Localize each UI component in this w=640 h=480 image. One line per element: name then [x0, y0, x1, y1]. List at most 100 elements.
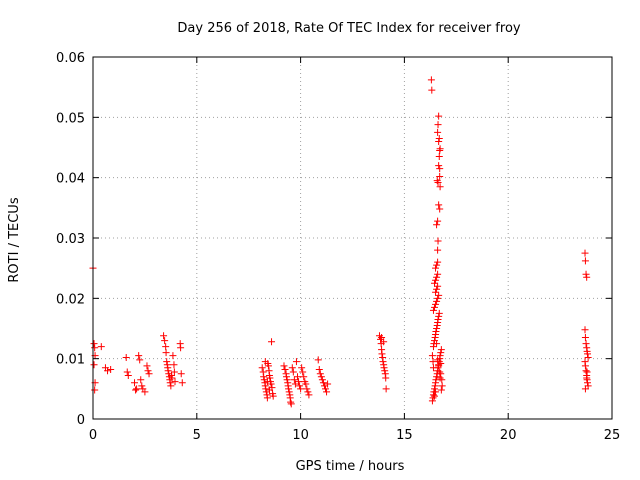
data-point [324, 380, 332, 388]
data-point [584, 350, 592, 358]
data-point [433, 373, 441, 381]
data-point [433, 221, 441, 229]
data-point [163, 358, 171, 366]
data-point [434, 121, 442, 129]
data-point [584, 353, 592, 361]
data-point [436, 145, 444, 153]
data-point [260, 373, 268, 381]
data-point [436, 165, 444, 173]
data-point [303, 385, 311, 393]
data-point [432, 388, 440, 396]
data-point [302, 380, 310, 388]
data-point [436, 368, 444, 376]
data-point [137, 376, 145, 384]
data-point [437, 349, 445, 357]
data-point [428, 86, 436, 94]
data-point [258, 364, 266, 372]
data-point [381, 367, 389, 375]
data-point [297, 385, 305, 393]
data-point [433, 261, 441, 269]
data-point [290, 376, 298, 384]
data-point [162, 343, 170, 351]
data-point [282, 373, 290, 381]
data-point [177, 344, 185, 352]
data-point [170, 368, 178, 376]
data-point [263, 378, 271, 386]
data-point [162, 349, 170, 357]
data-point [314, 356, 322, 364]
data-point [432, 300, 440, 308]
data-point [583, 374, 591, 382]
data-point [382, 374, 390, 382]
data-point [104, 367, 112, 375]
data-point [431, 279, 439, 287]
data-point [581, 249, 589, 257]
data-point [143, 362, 151, 370]
data-point [435, 137, 443, 145]
data-point [315, 366, 323, 374]
axis-ticks [92, 56, 613, 420]
data-point [435, 201, 443, 209]
data-point [435, 312, 443, 320]
data-point [265, 386, 273, 394]
data-point [107, 366, 115, 374]
data-point [260, 376, 268, 384]
data-point [268, 338, 276, 346]
data-point [434, 178, 442, 186]
x-tick-label: 5 [193, 428, 201, 443]
data-point [581, 334, 589, 342]
data-point [378, 334, 386, 342]
data-point [138, 382, 146, 390]
data-point [97, 343, 105, 351]
data-point [427, 76, 435, 84]
data-point [438, 382, 446, 390]
data-point [429, 358, 437, 366]
data-point [434, 356, 442, 364]
data-point [318, 376, 326, 384]
data-point [90, 361, 98, 369]
data-point [435, 309, 443, 317]
data-point [320, 382, 328, 390]
data-point [438, 376, 446, 384]
data-point [160, 332, 168, 340]
data-point [131, 379, 139, 387]
data-point [261, 358, 269, 366]
data-point [166, 379, 174, 387]
data-point [434, 270, 442, 278]
data-point [429, 364, 437, 372]
grid-lines [93, 57, 612, 419]
data-point [133, 385, 141, 393]
x-tick-label: 0 [89, 428, 97, 443]
data-point [91, 344, 99, 352]
data-point [90, 340, 98, 348]
data-point [141, 388, 149, 396]
x-tick-label: 15 [396, 428, 413, 443]
data-point [435, 134, 443, 142]
data-point [437, 386, 445, 394]
x-tick-label: 20 [500, 428, 517, 443]
data-point [434, 217, 442, 225]
data-point [382, 385, 390, 393]
data-point [432, 264, 440, 272]
data-point [269, 392, 277, 400]
data-point [177, 370, 185, 378]
data-point [581, 385, 589, 393]
data-point [434, 315, 442, 323]
data-point [581, 326, 589, 334]
data-point [583, 368, 591, 376]
data-point [379, 358, 387, 366]
data-point [298, 364, 306, 372]
data-point [433, 340, 441, 348]
x-tick-labels: 0 5 10 15 20 25 [89, 428, 620, 443]
data-point [305, 391, 313, 399]
data-point [171, 378, 179, 386]
data-point [295, 378, 303, 386]
data-points [89, 76, 592, 408]
data-point [435, 162, 443, 170]
data-point [431, 303, 439, 311]
data-point [264, 362, 272, 370]
data-point [285, 388, 293, 396]
data-point [436, 374, 444, 382]
y-tick-label: 0 [77, 413, 85, 428]
data-point [380, 338, 388, 346]
